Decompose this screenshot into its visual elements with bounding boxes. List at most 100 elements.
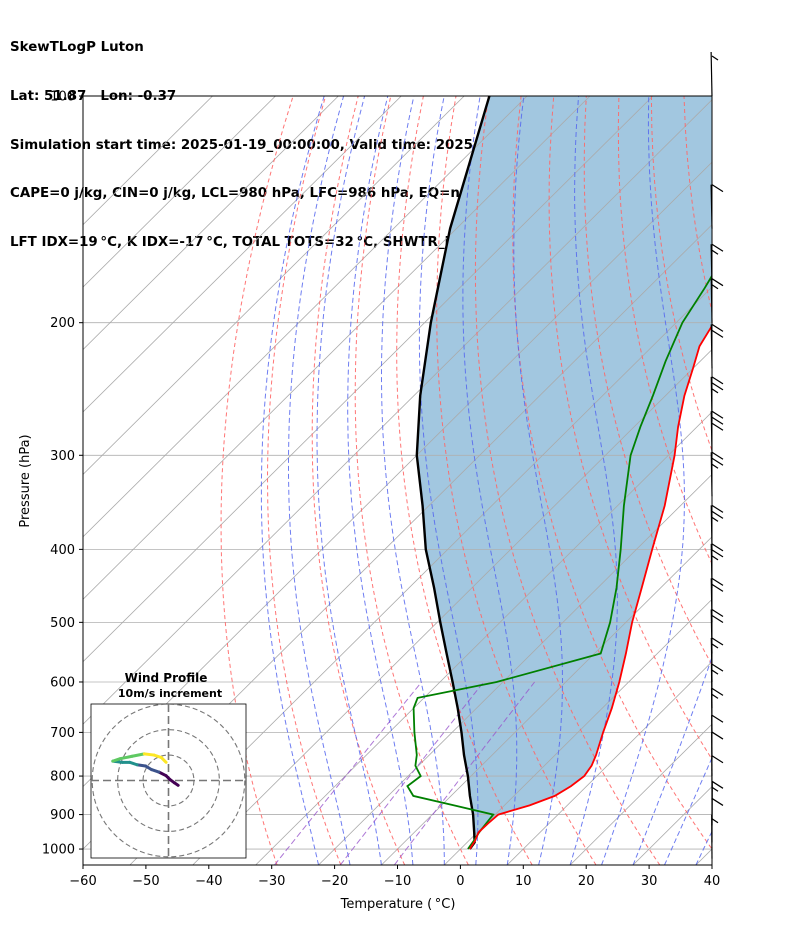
hodograph-segment (130, 752, 146, 758)
isotherm-line (759, 96, 794, 865)
barb-half (711, 463, 719, 469)
barb-flag (711, 376, 724, 385)
barb-flag (711, 457, 724, 466)
barb-flag (711, 416, 724, 425)
y-tick-label: 1000 (42, 843, 75, 858)
hodograph-segment (142, 752, 156, 757)
isotherm-line (83, 96, 528, 538)
x-tick-label: −50 (132, 874, 159, 889)
y-tick-label: 700 (50, 726, 75, 741)
dry-adiabat (512, 96, 712, 850)
x-axis-label: Temperature ( °C) (340, 897, 456, 912)
dry-adiabat (436, 96, 597, 865)
barb-half (711, 643, 719, 649)
y-tick-label: 800 (50, 770, 75, 785)
isotherm-line (83, 96, 339, 351)
moist-adiabat (569, 96, 618, 865)
wind-barb (710, 663, 724, 709)
dry-adiabat (548, 96, 712, 761)
y-axis-label: Pressure (hPa) (18, 434, 33, 527)
barb-staff (710, 324, 713, 369)
barb-flag (711, 382, 724, 391)
barb-staff (710, 505, 713, 550)
wind-barb (710, 278, 724, 323)
x-tick-label: 10 (515, 874, 532, 889)
barb-half (711, 555, 719, 561)
barb-flag (711, 755, 724, 764)
isotherm-line (83, 96, 465, 475)
barb-flag (711, 543, 724, 552)
moist-adiabat (632, 655, 712, 865)
dry-adiabat (749, 96, 794, 865)
barb-half (711, 669, 719, 675)
barb-half (711, 818, 719, 824)
isotherm-line (255, 411, 712, 865)
barb-flag (711, 583, 724, 592)
cape-cin-shading (416, 96, 712, 849)
mixing-ratio-line (274, 681, 422, 865)
wind-barb (710, 687, 724, 733)
moist-adiabat (260, 96, 325, 865)
barb-flag (711, 577, 724, 586)
hodograph-segment (159, 755, 168, 764)
mixing-ratio-line (393, 681, 535, 865)
barb-flag (711, 731, 724, 740)
x-tick-label: 40 (704, 874, 721, 889)
temperature-line (469, 324, 712, 850)
wind-barb (710, 184, 724, 229)
wind-barb (710, 323, 724, 369)
barb-half (711, 249, 719, 255)
dry-adiabat (474, 96, 661, 865)
wind-barb (710, 637, 724, 682)
barb-staff (710, 452, 713, 497)
isotherm-line (83, 96, 654, 663)
chart-title: SkewTLogP Luton (10, 40, 144, 56)
barb-flag (711, 687, 724, 696)
hodograph-inset: Wind Profile 10m/s increment (90, 671, 247, 859)
isotherm-line (83, 96, 402, 413)
dry-adiabat (617, 96, 712, 565)
barb-half (711, 388, 719, 394)
location-line: Lat: 51.87 Lon: -0.37 (10, 89, 177, 105)
wind-barb (711, 814, 719, 859)
y-tick-label: 900 (50, 808, 75, 823)
wind-barb (710, 451, 724, 497)
barb-staff (710, 278, 713, 323)
barb-half (711, 516, 719, 522)
barb-half (711, 284, 719, 290)
x-tick-label: 20 (578, 874, 595, 889)
wind-barb (711, 755, 724, 800)
isotherm-line (318, 473, 712, 865)
isotherm-line (129, 286, 712, 865)
x-tick-label: −10 (384, 874, 411, 889)
barb-flag (711, 278, 724, 287)
barb-staff (710, 184, 713, 229)
profile-lines (406, 96, 712, 850)
y-tick-label: 600 (50, 675, 75, 690)
wind-barbs (710, 51, 724, 859)
x-tick-label: 0 (456, 874, 464, 889)
barb-flag (711, 329, 724, 338)
isotherm-line (444, 598, 712, 865)
y-tick-label: 300 (50, 449, 75, 464)
moist-adiabat (664, 756, 712, 865)
parcel-profile-line (415, 96, 491, 850)
barb-staff (710, 51, 713, 97)
hodograph-segment (118, 754, 134, 761)
barb-flag (711, 663, 724, 672)
axis-ticks: −60 −50 −40 −30 −20 −10 0 10 20 30 40 100 200 300 400 5… (42, 90, 720, 890)
isotherm-line (83, 96, 276, 288)
wind-barb (710, 51, 719, 97)
dry-adiabat (717, 96, 794, 865)
isotherm-line (569, 723, 712, 865)
isotherm-line (381, 536, 712, 865)
wind-barb (711, 780, 724, 826)
y-tick-label: 100 (50, 90, 75, 105)
barb-flag (711, 780, 724, 789)
hodograph-ring (91, 704, 246, 858)
y-tick-label: 400 (50, 543, 75, 558)
x-tick-label: −30 (258, 874, 285, 889)
barb-half (711, 55, 719, 61)
isotherm-line (83, 96, 591, 600)
